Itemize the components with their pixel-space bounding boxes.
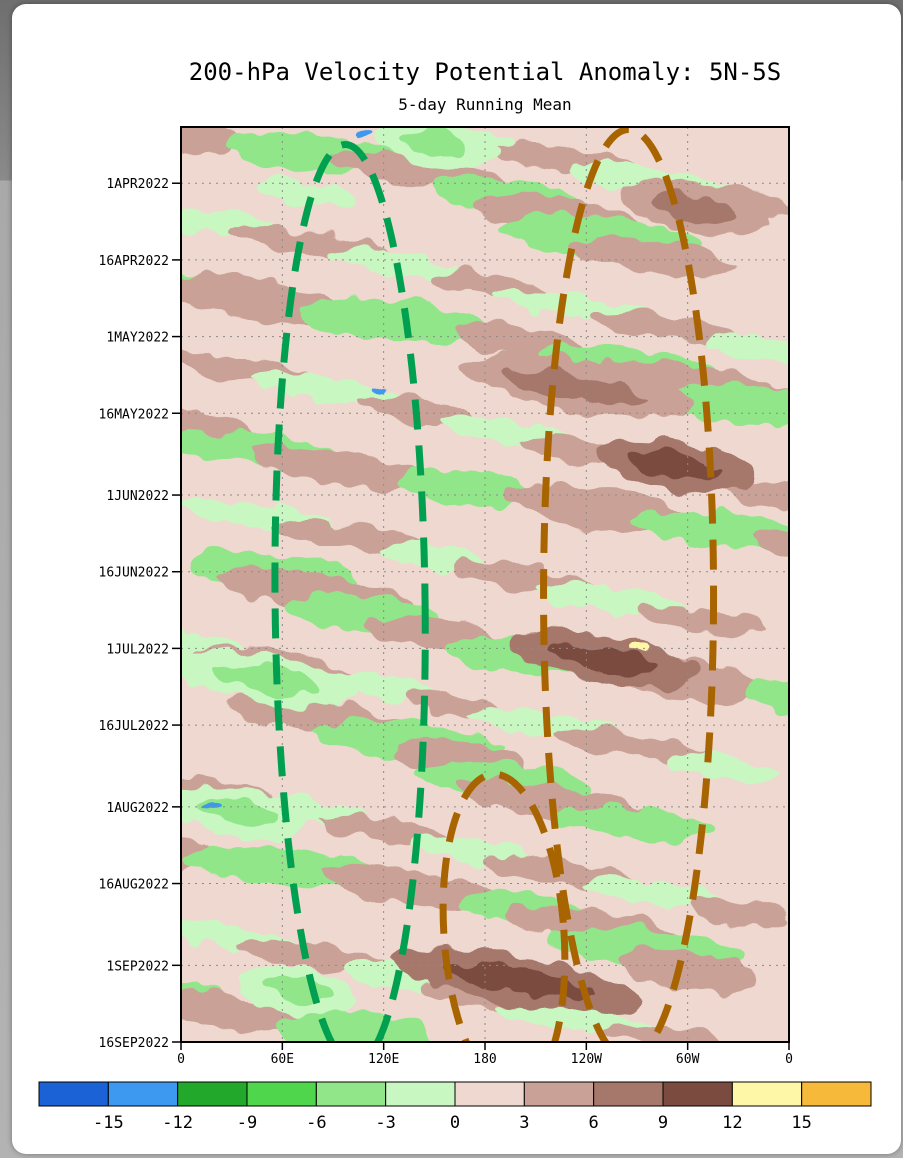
- negative-anomaly-patch: [397, 467, 533, 509]
- y-tick-label: 1JUN2022: [106, 489, 169, 504]
- annotation-ellipses: [271, 127, 718, 1042]
- colorbar-label: 12: [722, 1113, 742, 1133]
- y-tick-label: 16APR2022: [99, 254, 169, 269]
- y-tick-label: 1JUL2022: [106, 642, 169, 657]
- positive-anomaly-patch: [690, 899, 789, 928]
- negative-anomaly-patch: [667, 752, 776, 781]
- colorbar-swatch: [523, 1081, 595, 1107]
- colorbar-swatch: [107, 1081, 179, 1107]
- positive-anomaly-patch: [618, 948, 757, 993]
- anomaly-band-core: [201, 798, 279, 826]
- x-tick-label: 0: [177, 1052, 185, 1067]
- colorbar-label: 6: [589, 1113, 599, 1133]
- colorbar-label: -15: [93, 1113, 124, 1133]
- positive-anomaly-patch: [269, 520, 421, 553]
- y-tick-label: 1AUG2022: [106, 801, 169, 816]
- colorbar-swatch: [177, 1081, 248, 1107]
- colorbar-swatch: [315, 1081, 387, 1107]
- x-axis: 0 60E 120E 180 120W 60W 0: [177, 1042, 793, 1067]
- anomaly-band-core: [257, 178, 358, 209]
- positive-anomaly-patch: [252, 445, 425, 490]
- x-tick-label: 120E: [368, 1052, 399, 1067]
- colorbar-label: 0: [450, 1113, 460, 1133]
- extreme-negative-spot: [205, 803, 218, 810]
- x-tick-label: 60E: [271, 1052, 294, 1067]
- negative-anomaly-patch: [382, 543, 486, 572]
- positive-anomaly-patch: [555, 729, 709, 762]
- anomaly-band-core: [627, 449, 723, 479]
- colorbar-swatch: [593, 1081, 664, 1107]
- anomaly-band-core: [209, 663, 321, 695]
- negative-anomaly-patch: [556, 807, 717, 841]
- colorbar-label: -6: [306, 1113, 326, 1133]
- colorbar-swatch: [246, 1081, 317, 1107]
- x-tick-label: 180: [473, 1052, 496, 1067]
- colorbar-label: 9: [658, 1113, 668, 1133]
- anomaly-band-core: [505, 370, 650, 406]
- x-tick-label: 120W: [571, 1052, 602, 1067]
- y-tick-label: 16SEP2022: [99, 1036, 169, 1051]
- y-tick-label: 16JUL2022: [99, 719, 169, 734]
- colorbar-label: -3: [375, 1113, 395, 1133]
- colorbar-swatch: [38, 1081, 109, 1107]
- colorbar-label: 15: [791, 1113, 811, 1133]
- positive-anomaly-patch: [181, 127, 241, 154]
- brown-dashed-ellipse: [540, 127, 718, 1042]
- colorbar-swatch: [385, 1081, 456, 1107]
- plot-area: [181, 127, 789, 1042]
- anomaly-band-core: [441, 962, 597, 999]
- positive-anomaly-patch: [591, 310, 740, 343]
- colorbar-label: -9: [237, 1113, 257, 1133]
- colorbar-swatch: [801, 1081, 872, 1107]
- x-tick-label: 0: [785, 1052, 793, 1067]
- extreme-negative-spot: [373, 384, 388, 391]
- y-tick-label: 16JUN2022: [99, 566, 169, 581]
- colorbar-swatch: [731, 1081, 803, 1107]
- negative-anomaly-patch: [746, 678, 789, 718]
- positive-anomaly-patch: [719, 480, 789, 509]
- colorbar-swatch: [662, 1081, 733, 1107]
- colorbar: -15 -12 -9 -6 -3 0 3 6 9 12 15: [38, 1081, 872, 1133]
- positive-anomaly-patch: [571, 237, 740, 279]
- anomaly-band-core: [401, 129, 468, 156]
- colorbar-swatch: [454, 1081, 525, 1107]
- negative-anomaly-patch: [270, 1012, 435, 1042]
- y-tick-label: 1MAY2022: [106, 331, 169, 346]
- chart-title: 200-hPa Velocity Potential Anomaly: 5N-5…: [189, 58, 781, 86]
- positive-anomaly-patch: [603, 1024, 735, 1042]
- y-tick-label: 1APR2022: [106, 177, 169, 192]
- y-tick-label: 16AUG2022: [99, 878, 169, 893]
- chart-subtitle: 5-day Running Mean: [398, 95, 571, 114]
- negative-anomaly-patch: [298, 299, 486, 343]
- extreme-negative-spot: [354, 128, 373, 137]
- colorbar-label: 3: [519, 1113, 529, 1133]
- y-axis: 1APR2022 16APR2022 1MAY2022 16MAY2022 1JUN20…: [99, 177, 181, 1051]
- anomaly-band-core: [547, 643, 659, 674]
- colorbar-label: -12: [162, 1113, 193, 1133]
- positive-anomaly-patch: [234, 939, 389, 972]
- green-dashed-ellipse: [271, 141, 429, 1042]
- y-tick-label: 1SEP2022: [106, 959, 169, 974]
- x-tick-label: 60W: [676, 1052, 700, 1067]
- y-tick-label: 16MAY2022: [99, 407, 169, 422]
- positive-anomaly-patch: [641, 605, 765, 635]
- negative-anomaly-patch: [665, 383, 789, 426]
- brown-dashed-ellipse-small: [439, 770, 569, 1042]
- negative-anomaly-patch: [578, 877, 723, 909]
- negative-anomaly-patch: [705, 333, 789, 362]
